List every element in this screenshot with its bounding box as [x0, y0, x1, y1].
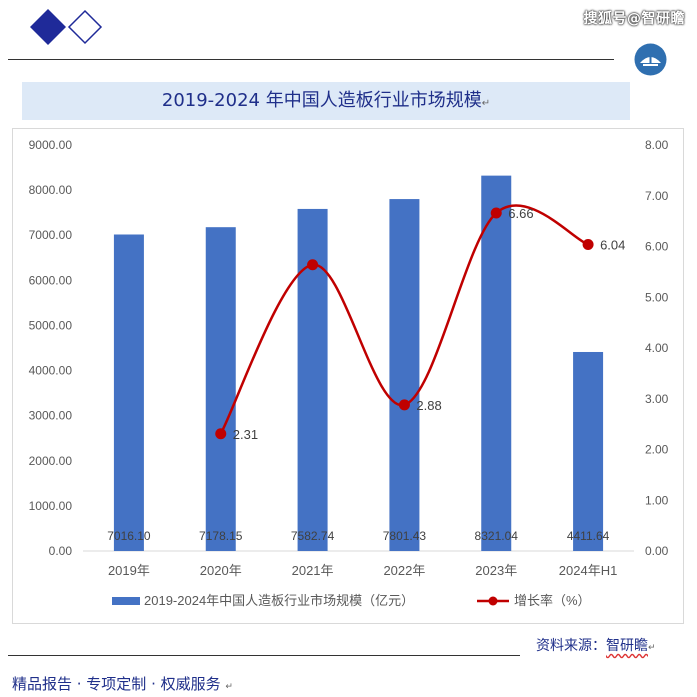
y-left-tick-label: 5000.00: [29, 318, 73, 332]
y-right-tick-label: 0.00: [645, 544, 669, 558]
legend-line-marker: [488, 596, 498, 606]
bar-data-label: 8321.04: [475, 529, 519, 543]
x-tick-label: 2019年: [108, 563, 150, 578]
chart-title-text: 2019-2024 年中国人造板行业市场规模: [161, 90, 482, 111]
y-left-tick-label: 1000.00: [29, 499, 73, 513]
y-left-tick-label: 8000.00: [29, 183, 73, 197]
bar: [113, 234, 144, 552]
legend-line-label: 增长率（%）: [514, 593, 591, 608]
paragraph-mark-icon: ↵: [225, 682, 233, 692]
chart-frame: [12, 128, 684, 624]
y-left-tick-label: 9000.00: [29, 138, 73, 152]
growth-rate-label: 2.88: [416, 398, 441, 413]
x-tick-label: 2022年: [383, 563, 425, 578]
growth-rate-label: 6.66: [508, 206, 533, 221]
paragraph-mark-icon: ↵: [481, 98, 491, 109]
y-left-tick-label: 3000.00: [29, 409, 73, 423]
y-left-tick-label: 2000.00: [29, 454, 73, 468]
footer-tagline-text: 精品报告 · 专项定制 · 权威服务: [12, 675, 221, 693]
y-right-tick-label: 3.00: [645, 392, 669, 406]
growth-rate-label: 2.31: [233, 427, 258, 442]
footer-tagline: 精品报告 · 专项定制 · 权威服务 ↵: [12, 674, 233, 697]
legend-bar-label: 2019-2024年中国人造板行业市场规模（亿元）: [144, 593, 414, 608]
x-tick-label: 2021年: [292, 563, 334, 578]
growth-rate-label: 6.04: [600, 237, 625, 252]
bar-data-label: 7801.43: [383, 529, 427, 543]
bar: [573, 351, 604, 551]
y-right-tick-label: 5.00: [645, 290, 669, 304]
y-left-tick-label: 0.00: [49, 544, 73, 558]
bar-data-label: 7582.74: [291, 529, 335, 543]
source-divider: [8, 655, 520, 656]
source-label: 资料来源：: [536, 638, 606, 654]
chart-title: 2019-2024 年中国人造板行业市场规模↵: [22, 89, 630, 116]
bar: [389, 199, 420, 551]
brand-badge-icon: [634, 43, 667, 76]
y-left-tick-label: 7000.00: [29, 228, 73, 242]
bar-data-label: 7016.10: [107, 529, 151, 543]
header-divider: [8, 59, 614, 60]
growth-rate-point: [215, 428, 227, 440]
source-note: 资料来源：智研瞻↵: [536, 636, 656, 658]
growth-rate-point: [582, 238, 594, 250]
company-logo: [30, 9, 103, 45]
bar: [205, 227, 236, 552]
y-right-tick-label: 7.00: [645, 189, 669, 203]
y-left-tick-label: 6000.00: [29, 273, 73, 287]
x-tick-label: 2023年: [475, 563, 517, 578]
bar-data-label: 7178.15: [199, 529, 243, 543]
growth-rate-point: [307, 259, 319, 271]
sohu-watermark: 搜狐号@智研瞻: [583, 11, 685, 27]
source-brand: 智研瞻: [606, 638, 648, 654]
y-right-tick-label: 6.00: [645, 240, 669, 254]
growth-rate-point: [398, 399, 410, 411]
bar: [481, 175, 512, 551]
y-right-tick-label: 4.00: [645, 341, 669, 355]
y-left-tick-label: 4000.00: [29, 364, 73, 378]
y-right-tick-label: 2.00: [645, 443, 669, 457]
x-tick-label: 2020年: [200, 563, 242, 578]
y-right-tick-label: 8.00: [645, 138, 669, 152]
legend-bar-swatch: [112, 597, 140, 605]
x-tick-label: 2024年H1: [559, 563, 618, 578]
paragraph-mark-icon: ↵: [648, 643, 656, 653]
growth-rate-point: [490, 207, 502, 219]
y-right-tick-label: 1.00: [645, 493, 669, 507]
chart-title-band: [22, 82, 630, 120]
bar-data-label: 4411.64: [567, 529, 610, 543]
